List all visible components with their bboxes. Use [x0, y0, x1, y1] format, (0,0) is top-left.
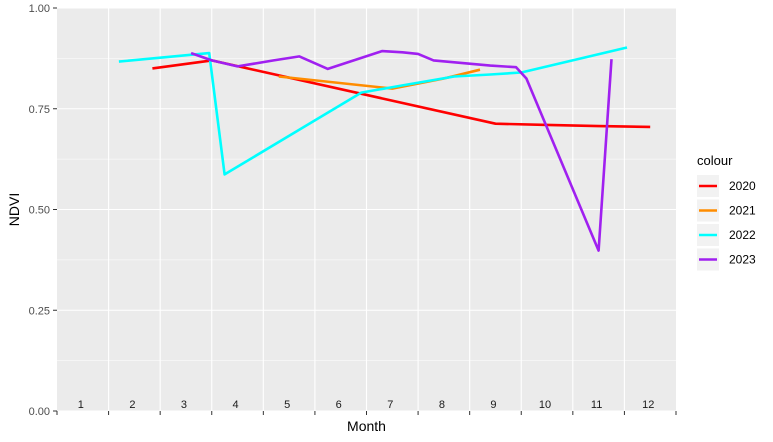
y-tick-label: 1.00: [29, 3, 50, 15]
legend-label-2021: 2021: [729, 204, 756, 218]
y-tick-label: 0.00: [29, 406, 50, 418]
series-lines: [118, 46, 651, 252]
x-tick-label: 4: [232, 399, 238, 411]
x-tick-label: 2: [129, 399, 135, 411]
x-tick-label: 9: [490, 399, 496, 411]
x-tick-label: 6: [336, 399, 342, 411]
x-tick-label: 11: [591, 399, 602, 411]
legend-label-2020: 2020: [729, 179, 756, 193]
x-tick-label: 5: [284, 399, 290, 411]
y-tick-label: 0.25: [29, 305, 50, 317]
x-tick-label: 12: [642, 399, 654, 411]
legend: colour 2020 2021 2022 2023: [697, 153, 756, 271]
legend-label-2023: 2023: [729, 253, 756, 267]
x-tick-label: 3: [181, 399, 187, 411]
x-axis-title: Month: [347, 418, 386, 434]
series-line-2023: [190, 49, 613, 252]
y-tick-label: 0.75: [29, 104, 50, 116]
x-tick-label: 10: [539, 399, 551, 411]
grid-major: [57, 7, 676, 412]
x-axis: 1 2 3 4 5 6 7 8 9 10 11 12: [56, 399, 677, 415]
x-tick-label: 7: [387, 399, 393, 411]
legend-label-2022: 2022: [729, 228, 756, 242]
legend-title: colour: [697, 153, 733, 168]
x-tick-label: 8: [439, 399, 445, 411]
series-line-2022: [118, 46, 628, 176]
x-tick-label: 1: [78, 399, 84, 411]
y-tick-label: 0.50: [29, 205, 50, 217]
y-axis: 0.00 0.25 0.50 0.75 1.00: [29, 3, 57, 418]
y-axis-title: NDVI: [6, 193, 22, 226]
